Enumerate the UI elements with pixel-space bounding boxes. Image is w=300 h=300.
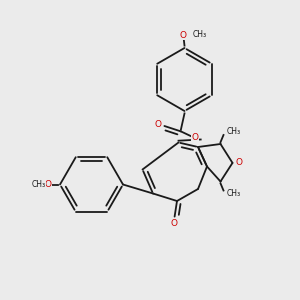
Text: CH₃: CH₃ — [193, 30, 207, 39]
Text: O: O — [236, 158, 243, 167]
Text: CH₃: CH₃ — [226, 189, 241, 198]
Text: O: O — [179, 31, 187, 40]
Text: CH₃: CH₃ — [226, 128, 241, 136]
Text: O: O — [192, 134, 199, 142]
Text: CH₃: CH₃ — [32, 180, 46, 189]
Text: O: O — [44, 180, 52, 189]
Text: O: O — [154, 120, 161, 129]
Text: O: O — [170, 219, 178, 228]
